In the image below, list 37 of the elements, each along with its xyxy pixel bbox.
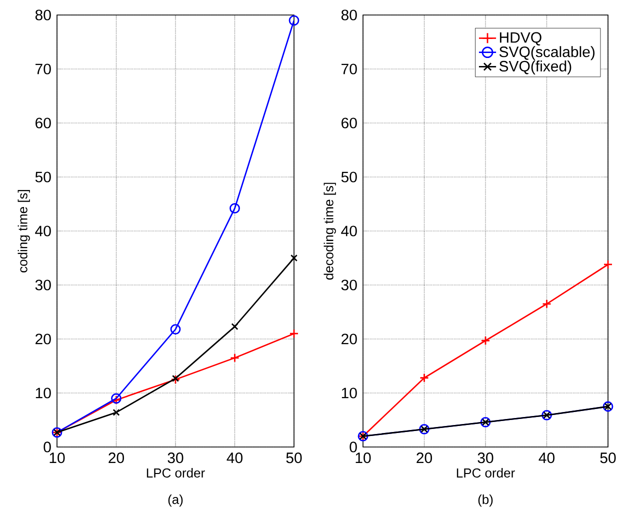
y-tick-label: 70 — [342, 64, 357, 74]
y-tick-label: 20 — [342, 334, 357, 344]
legend-label: SVQ(fixed) — [499, 60, 572, 74]
y-tick-label: 0 — [350, 442, 357, 452]
x-tick-label: 10 — [356, 452, 371, 464]
y-tick-label: 80 — [341, 10, 357, 20]
x-tick-label: 30 — [168, 452, 184, 464]
x-tick-label: 50 — [600, 452, 616, 464]
y-tick-label: 50 — [341, 172, 357, 182]
y-tick-label: 30 — [341, 280, 357, 290]
y-tick-label: 10 — [36, 388, 51, 398]
legend-label: HDVQ — [500, 32, 542, 46]
y-tick-label: 10 — [342, 388, 357, 398]
y-tick-label: 30 — [35, 280, 51, 290]
y-tick-label: 60 — [36, 118, 51, 128]
y-axis-title: decoding time [s] — [324, 182, 336, 280]
y-tick-label: 70 — [36, 64, 51, 74]
y-tick-label: 80 — [35, 10, 51, 20]
x-tick-label: 30 — [478, 452, 494, 464]
y-tick-label: 60 — [342, 118, 357, 128]
x-tick-label: 40 — [226, 452, 242, 464]
y-tick-label: 50 — [35, 172, 51, 182]
x-tick-label: 40 — [538, 452, 554, 464]
y-axis-title: coding time [s] — [18, 190, 30, 272]
y-tick-label: 20 — [36, 334, 51, 344]
y-tick-label: 40 — [341, 226, 357, 236]
text: (a) — [168, 494, 183, 507]
x-tick-label: 20 — [416, 452, 432, 464]
text: (b) — [478, 494, 493, 507]
x-tick-label: 50 — [286, 452, 302, 464]
x-tick-label: 10 — [50, 452, 65, 464]
x-tick-label: 20 — [108, 452, 124, 464]
x-axis-title: LPC order — [456, 468, 515, 478]
x-axis-title: LPC order — [146, 468, 205, 478]
y-tick-label: 40 — [35, 226, 51, 236]
legend-label: SVQ(scalable) — [499, 46, 595, 60]
y-tick-label: 0 — [44, 442, 51, 452]
